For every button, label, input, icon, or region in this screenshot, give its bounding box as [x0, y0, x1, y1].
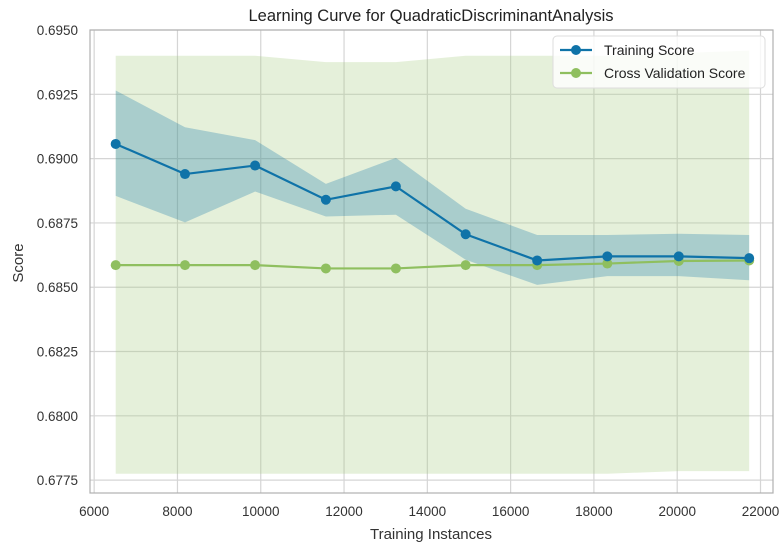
line-series-1 — [115, 259, 750, 270]
point-series-0-0 — [110, 138, 121, 149]
point-series-0-6 — [532, 255, 543, 266]
point-series-0-9 — [744, 253, 755, 264]
plot-border — [89, 29, 774, 494]
point-series-0-8 — [673, 251, 684, 262]
x-tick-label-0: 6000 — [79, 504, 109, 519]
point-series-0-7 — [602, 251, 613, 262]
y-axis-label: Score — [10, 243, 27, 282]
x-tick-label-4: 14000 — [409, 504, 447, 519]
y-tick-label-5: 0.6900 — [37, 152, 78, 167]
point-series-1-4 — [390, 263, 401, 274]
point-series-0-2 — [250, 160, 261, 171]
legend-marker-0 — [571, 45, 581, 55]
point-series-0-4 — [390, 181, 401, 192]
x-tick-label-7: 20000 — [658, 504, 696, 519]
x-tick-label-2: 10000 — [242, 504, 280, 519]
point-series-0-3 — [320, 194, 331, 205]
legend-marker-1 — [571, 68, 581, 78]
legend: Training Score Cross Validation Score — [552, 35, 766, 89]
grid-lines — [90, 29, 773, 493]
series-points — [110, 138, 755, 274]
point-series-0-1 — [179, 169, 190, 180]
legend-label-1: Cross Validation Score — [604, 65, 746, 81]
legend-box — [552, 35, 766, 89]
y-tick-label-6: 0.6925 — [37, 87, 78, 102]
x-tick-label-8: 22000 — [742, 504, 780, 519]
band-series-0 — [115, 90, 750, 285]
point-series-0-5 — [460, 229, 471, 240]
y-tick-label-7: 0.6950 — [37, 23, 78, 38]
point-series-1-1 — [179, 260, 190, 271]
band-series-1 — [115, 50, 750, 474]
point-series-1-2 — [250, 260, 261, 271]
x-tick-label-6: 18000 — [575, 504, 613, 519]
point-series-1-5 — [460, 260, 471, 271]
y-tick-label-1: 0.6800 — [37, 409, 78, 424]
point-series-1-0 — [110, 260, 121, 271]
plot-frame — [89, 29, 774, 494]
line-series-0 — [115, 142, 750, 262]
x-tick-label-1: 8000 — [162, 504, 192, 519]
y-tick-labels: 0.6775 0.6800 0.6825 0.6850 0.6875 0.6900 0.69… — [37, 23, 78, 488]
point-series-1-3 — [320, 263, 331, 274]
y-tick-label-4: 0.6875 — [37, 216, 78, 231]
x-tick-label-3: 12000 — [325, 504, 363, 519]
y-tick-label-2: 0.6825 — [37, 345, 78, 360]
point-series-1-7 — [602, 258, 613, 269]
x-axis-label: Training Instances — [370, 526, 492, 543]
x-tick-label-5: 16000 — [492, 504, 530, 519]
chart-title: Learning Curve for QuadraticDiscriminant… — [249, 7, 614, 25]
y-tick-label-0: 0.6775 — [37, 473, 78, 488]
y-tick-label-3: 0.6850 — [37, 280, 78, 295]
confidence-bands — [115, 50, 750, 474]
series-lines — [115, 142, 750, 270]
legend-label-0: Training Score — [604, 42, 695, 58]
x-tick-labels: 6000 8000 10000 12000 14000 16000 18000 20000 22… — [79, 504, 779, 519]
